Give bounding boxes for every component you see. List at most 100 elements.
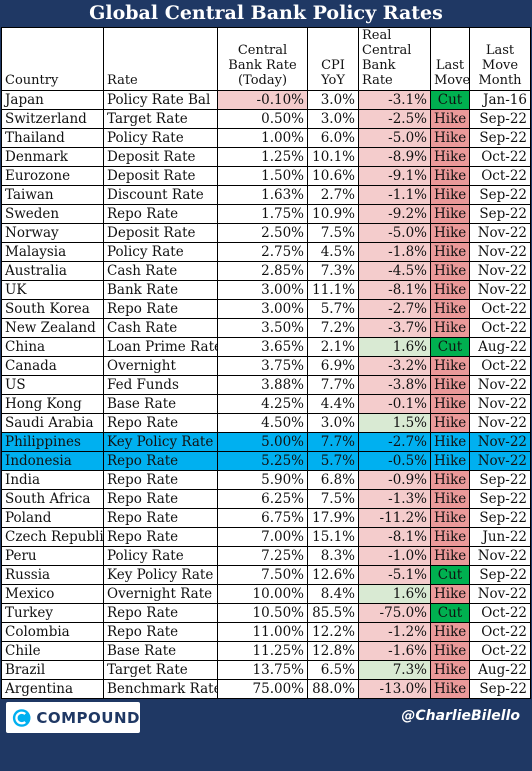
table-row: Thailand Policy Rate 1.00% 6.0% -5.0% Hike Sep… — [1, 128, 531, 148]
cell-rate-name: Deposit Rate — [103, 147, 218, 167]
cell-last-move: Hike — [430, 109, 470, 129]
cell-cpi: 7.5% — [307, 223, 359, 243]
cell-real-rate: -2.5% — [358, 109, 431, 129]
cell-real-rate: -1.2% — [358, 622, 431, 642]
cell-cpi: 2.7% — [307, 185, 359, 205]
cell-cpi: 12.6% — [307, 565, 359, 585]
cell-cpi: 6.5% — [307, 660, 359, 680]
cell-last-move: Hike — [430, 584, 470, 604]
cell-country: Saudi Arabia — [1, 413, 104, 433]
cell-last-move: Hike — [430, 242, 470, 262]
cell-central-bank-rate: 10.50% — [217, 603, 308, 623]
cell-rate-name: Policy Rate — [103, 128, 218, 148]
cell-central-bank-rate: 1.25% — [217, 147, 308, 167]
cell-last-move-month: Oct-22 — [469, 622, 531, 642]
cell-last-move-month: Nov-22 — [469, 413, 531, 433]
cell-rate-name: Repo Rate — [103, 603, 218, 623]
cell-last-move-month: Nov-22 — [469, 546, 531, 566]
table-row: South Korea Repo Rate 3.00% 5.7% -2.7% Hike Oc… — [1, 299, 531, 319]
cell-cpi: 88.0% — [307, 679, 359, 699]
cell-country: Canada — [1, 356, 104, 376]
cell-last-move: Hike — [430, 280, 470, 300]
table-row: Australia Cash Rate 2.85% 7.3% -4.5% Hike Nov-… — [1, 261, 531, 281]
table-row: Taiwan Discount Rate 1.63% 2.7% -1.1% Hike Sep… — [1, 185, 531, 205]
cell-cpi: 12.8% — [307, 641, 359, 661]
cell-last-move: Hike — [430, 204, 470, 224]
cell-last-move: Cut — [430, 565, 470, 585]
cell-last-move: Cut — [430, 603, 470, 623]
cell-country: Switzerland — [1, 109, 104, 129]
cell-real-rate: -2.7% — [358, 299, 431, 319]
cell-last-move-month: Oct-22 — [469, 166, 531, 186]
cell-rate-name: Repo Rate — [103, 204, 218, 224]
cell-rate-name: Bank Rate — [103, 280, 218, 300]
cell-rate-name: Repo Rate — [103, 451, 218, 471]
cell-country: Brazil — [1, 660, 104, 680]
cell-central-bank-rate: 3.00% — [217, 299, 308, 319]
cell-last-move-month: Oct-22 — [469, 356, 531, 376]
table-row: Indonesia Repo Rate 5.25% 5.7% -0.5% Hike Nov-… — [1, 451, 531, 471]
cell-last-move-month: Jun-22 — [469, 527, 531, 547]
cell-rate-name: Loan Prime Rate — [103, 337, 218, 357]
policy-rates-table: Country Rate Central Bank Rate (Today) C… — [1, 27, 531, 699]
cell-central-bank-rate: 4.25% — [217, 394, 308, 414]
cell-last-move-month: Nov-22 — [469, 432, 531, 452]
cell-cpi: 10.1% — [307, 147, 359, 167]
cell-central-bank-rate: 4.50% — [217, 413, 308, 433]
cell-central-bank-rate: 10.00% — [217, 584, 308, 604]
cell-central-bank-rate: 3.65% — [217, 337, 308, 357]
cell-last-move: Hike — [430, 679, 470, 699]
cell-last-move-month: Nov-22 — [469, 223, 531, 243]
cell-central-bank-rate: 1.00% — [217, 128, 308, 148]
cell-rate-name: Repo Rate — [103, 489, 218, 509]
cell-rate-name: Deposit Rate — [103, 166, 218, 186]
cell-last-move: Hike — [430, 394, 470, 414]
cell-last-move: Hike — [430, 166, 470, 186]
cell-rate-name: Overnight Rate — [103, 584, 218, 604]
compound-logo: COMPOUND — [6, 702, 140, 733]
cell-central-bank-rate: -0.10% — [217, 90, 308, 110]
cell-last-move-month: Aug-22 — [469, 660, 531, 680]
cell-real-rate: -0.1% — [358, 394, 431, 414]
table-row: China Loan Prime Rate 3.65% 2.1% 1.6% Cut Aug-… — [1, 337, 531, 357]
cell-real-rate: -3.1% — [358, 90, 431, 110]
cell-country: Turkey — [1, 603, 104, 623]
compound-logo-icon — [12, 708, 31, 727]
cell-central-bank-rate: 0.50% — [217, 109, 308, 129]
cell-real-rate: -0.9% — [358, 470, 431, 490]
cell-country: UK — [1, 280, 104, 300]
logo-text: COMPOUND — [36, 708, 140, 727]
cell-last-move-month: Sep-22 — [469, 109, 531, 129]
cell-cpi: 7.5% — [307, 489, 359, 509]
cell-country: Hong Kong — [1, 394, 104, 414]
cell-last-move: Hike — [430, 527, 470, 547]
cell-cpi: 6.0% — [307, 128, 359, 148]
cell-last-move: Hike — [430, 223, 470, 243]
cell-central-bank-rate: 11.00% — [217, 622, 308, 642]
table-row: Peru Policy Rate 7.25% 8.3% -1.0% Hike Nov-22 — [1, 546, 531, 566]
cell-country: Philippines — [1, 432, 104, 452]
cell-real-rate: 1.6% — [358, 337, 431, 357]
header-real-rate: Real Central Bank Rate — [358, 27, 431, 91]
cell-rate-name: Overnight — [103, 356, 218, 376]
cell-rate-name: Discount Rate — [103, 185, 218, 205]
cell-rate-name: Base Rate — [103, 394, 218, 414]
cell-real-rate: -8.1% — [358, 280, 431, 300]
cell-last-move-month: Sep-22 — [469, 185, 531, 205]
table-row: Brazil Target Rate 13.75% 6.5% 7.3% Hike Aug-2… — [1, 660, 531, 680]
cell-last-move-month: Sep-22 — [469, 204, 531, 224]
cell-last-move: Hike — [430, 508, 470, 528]
cell-central-bank-rate: 5.00% — [217, 432, 308, 452]
cell-country: Norway — [1, 223, 104, 243]
table-row: Russia Key Policy Rate 7.50% 12.6% -5.1% Cut S… — [1, 565, 531, 585]
cell-last-move: Hike — [430, 128, 470, 148]
cell-real-rate: -0.5% — [358, 451, 431, 471]
cell-real-rate: -3.2% — [358, 356, 431, 376]
cell-real-rate: -11.2% — [358, 508, 431, 528]
cell-real-rate: 7.3% — [358, 660, 431, 680]
cell-rate-name: Repo Rate — [103, 527, 218, 547]
cell-last-move-month: Sep-22 — [469, 128, 531, 148]
cell-cpi: 17.9% — [307, 508, 359, 528]
cell-country: China — [1, 337, 104, 357]
table-row: Argentina Benchmark Rate 75.00% 88.0% -13.0%… — [1, 679, 531, 699]
